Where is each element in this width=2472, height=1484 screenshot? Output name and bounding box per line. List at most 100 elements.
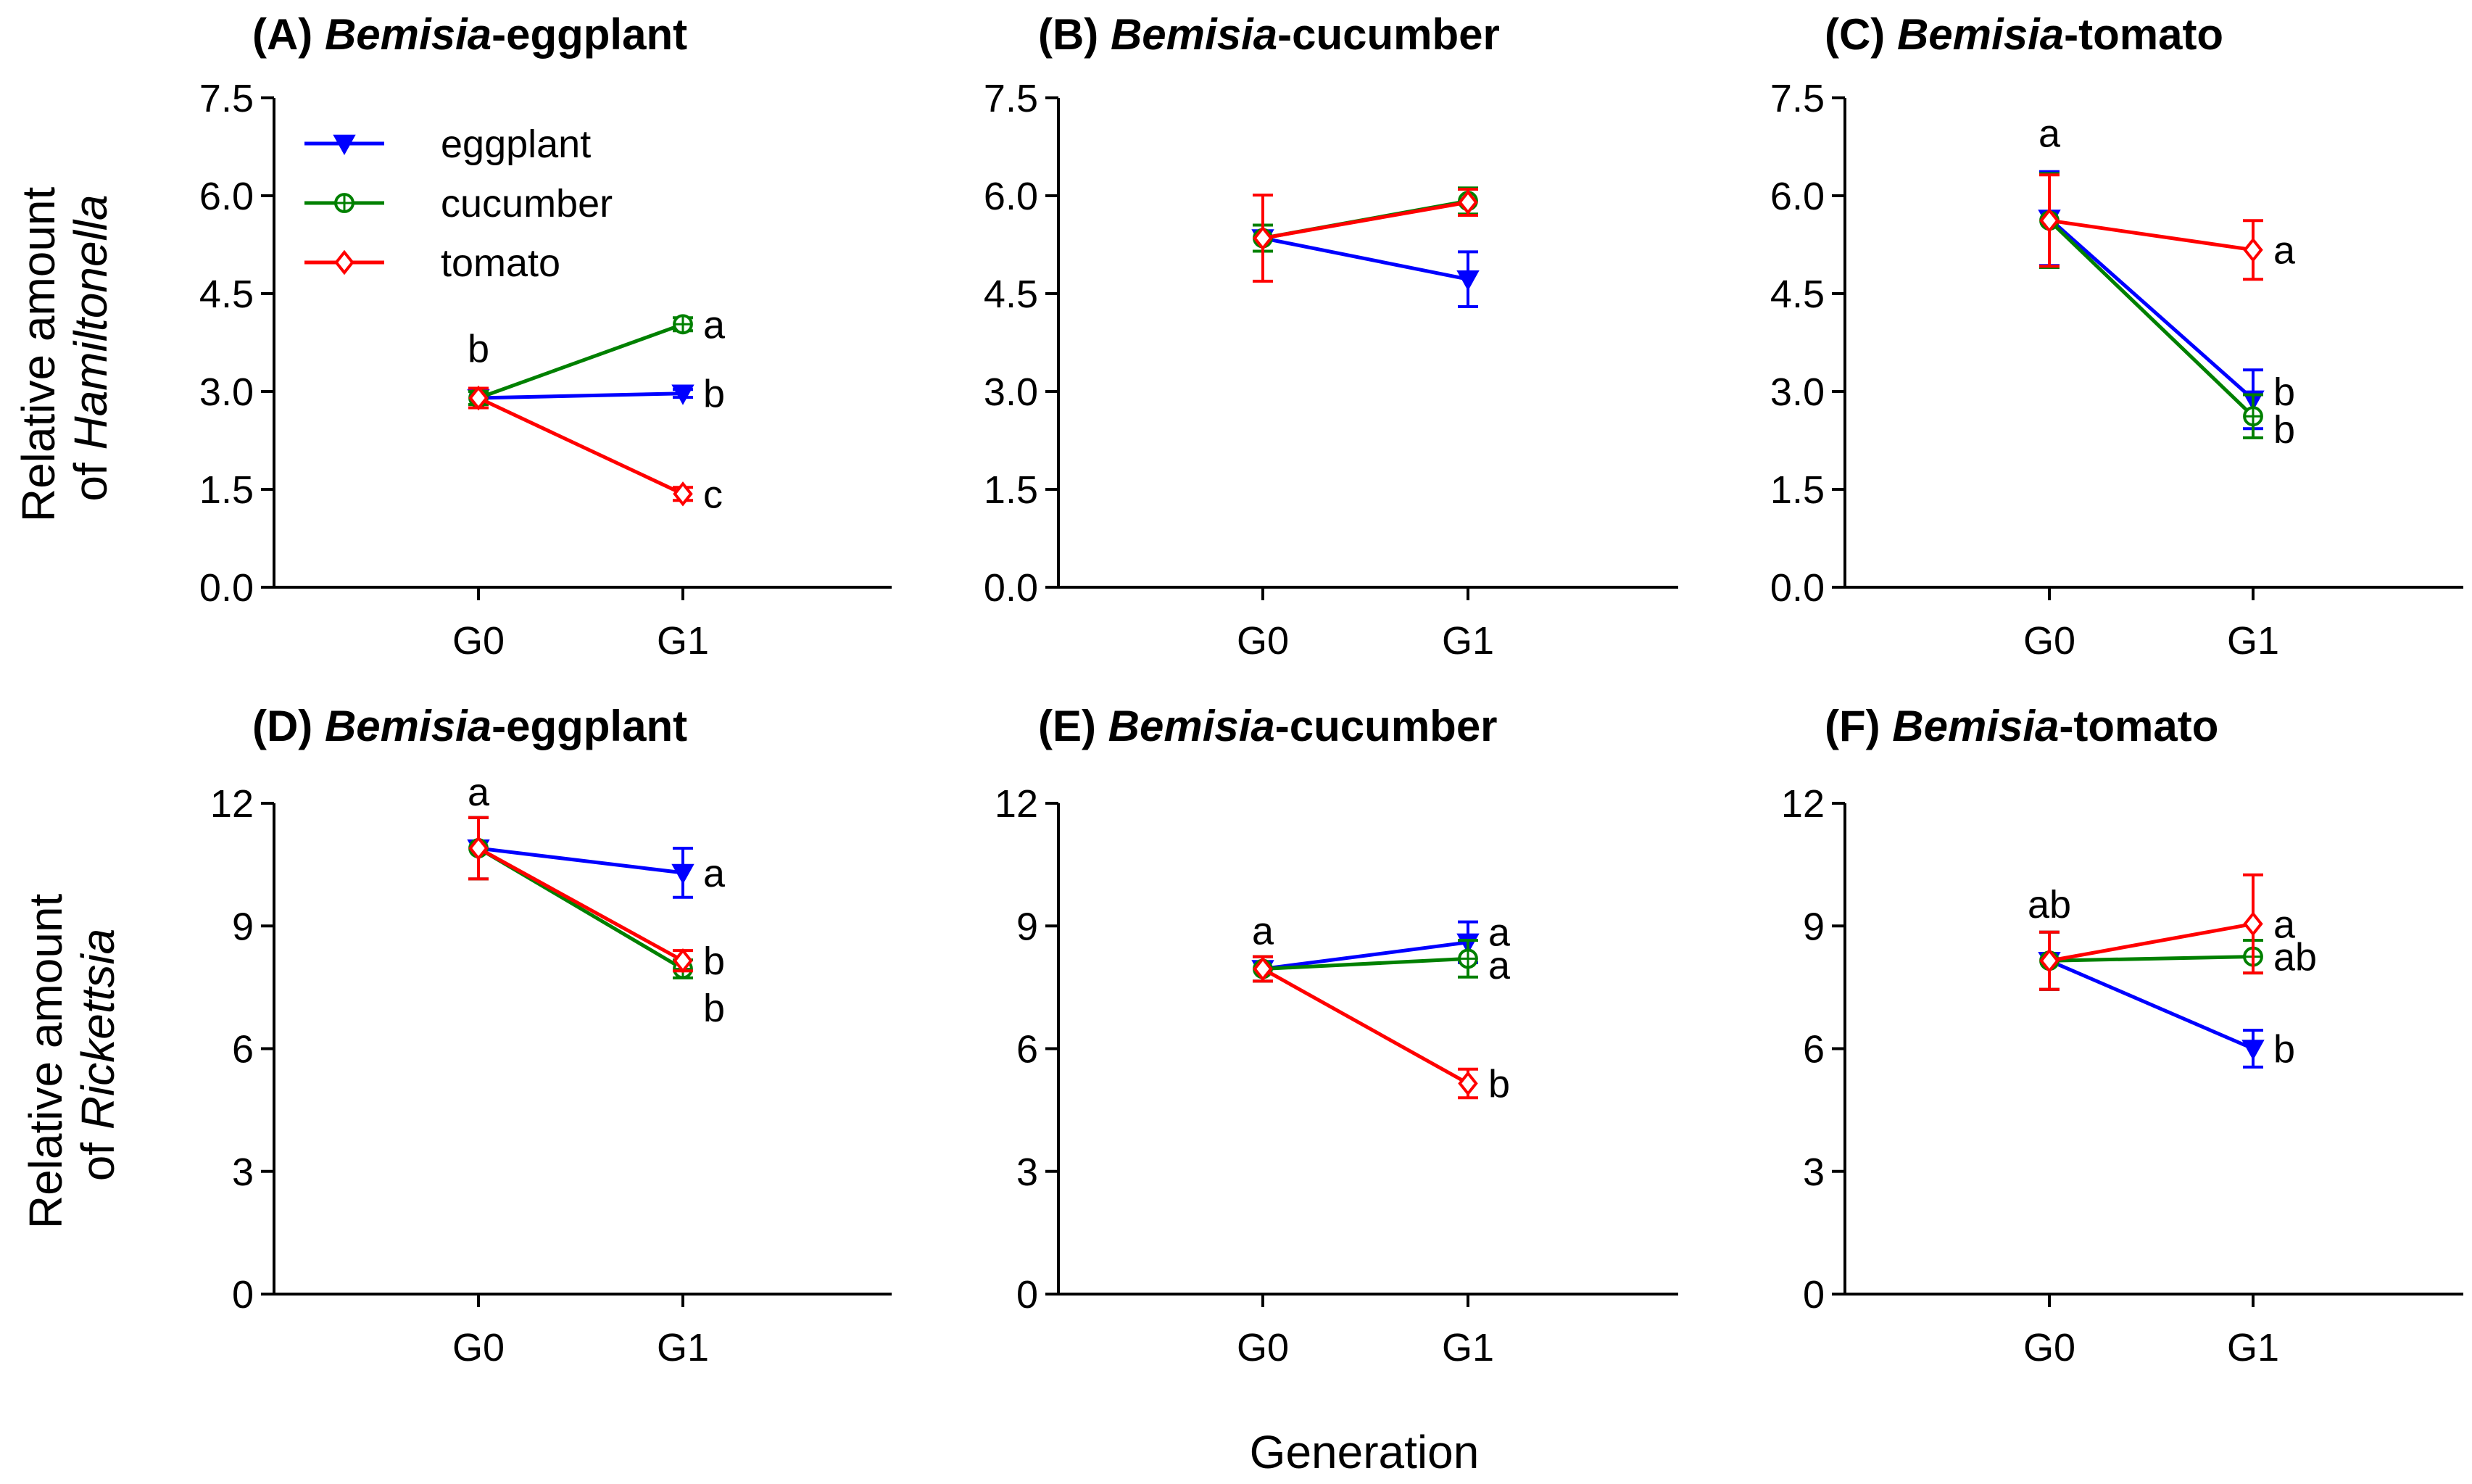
y-tick-label: 4.5 (1770, 273, 1825, 316)
significance-label: b (468, 328, 489, 371)
significance-label: a (2273, 229, 2296, 273)
ylabel-line1: Relative amount (20, 893, 72, 1229)
marker-diamond (468, 835, 489, 861)
chart-panel-c: (C) Bemisia-tomato 0.0 1.5 3.0 4.5 6.0 7.5 G0 G1… (1770, 10, 2463, 663)
panel-title-label: (B) (1038, 10, 1111, 59)
marker-cross (336, 194, 353, 212)
y-tick-label: 3 (1803, 1151, 1825, 1194)
significance-label: b (703, 940, 725, 983)
y-tick-label: 1.5 (199, 468, 254, 512)
y-tick-label: 1.5 (984, 468, 1038, 512)
panel-title-italic: Bemisia (1111, 10, 1277, 59)
y-tick-label: 6 (232, 1028, 254, 1071)
panel-title-italic: Bemisia (1897, 10, 2064, 59)
series-eggplant (2038, 930, 2265, 1069)
marker-cross (1459, 950, 1477, 968)
marker-triangle (1456, 270, 1480, 291)
ylabel-line2-prefix: of (65, 450, 117, 502)
panel-title-suffix: -cucumber (1277, 10, 1500, 59)
y-tick-label: 6 (1803, 1028, 1825, 1071)
series-cucumber (2039, 172, 2263, 439)
legend-label: cucumber (441, 182, 613, 225)
series-line (2049, 921, 2254, 963)
x-tick-label: G1 (1442, 1326, 1494, 1369)
panel-title-suffix: -eggplant (492, 702, 687, 750)
marker-triangle (2241, 1040, 2265, 1061)
y-tick-label: 12 (1781, 782, 1825, 826)
legend-label: eggplant (441, 123, 591, 166)
panel-title: (C) Bemisia-tomato (1825, 10, 2223, 59)
y-tick-label: 0 (1016, 1273, 1038, 1317)
ylabel-line1: Relative amount (12, 186, 65, 522)
y-tick-label: 4.5 (984, 273, 1038, 316)
panel-title-italic: Bemisia (1108, 702, 1275, 750)
y-tick-label: 4.5 (199, 273, 254, 316)
significance-label: a (1488, 944, 1511, 987)
y-tick-label: 1.5 (1770, 468, 1825, 512)
series-line (1262, 956, 1469, 971)
row-ylabel-rickettsia: Relative amount of Rickettsia (20, 881, 124, 1229)
panel-title-italic: Bemisia (325, 10, 492, 59)
panel-title-label: (A) (252, 10, 325, 59)
series-line (2049, 955, 2254, 963)
marker-diamond (673, 948, 693, 974)
y-tick-label: 3 (232, 1151, 254, 1194)
series-line (478, 846, 684, 875)
chart-panel-a: (A) Bemisia-eggplant 0.0 1.5 3.0 4.5 6.0 7.5 G0… (199, 10, 892, 663)
panel-title: (E) Bemisia-cucumber (1038, 702, 1498, 750)
series-tomato (468, 385, 693, 507)
panel-title: (D) Bemisia-eggplant (252, 702, 687, 750)
legend-item-tomato: tomato (304, 241, 560, 285)
significance-label: b (1488, 1062, 1510, 1106)
y-tick-label: 7.5 (1770, 77, 1825, 120)
marker-diamond (1458, 1071, 1478, 1096)
significance-label: b (2273, 370, 2295, 414)
y-tick-label: 0.0 (199, 566, 254, 610)
ylabel-line2-prefix: of (72, 1129, 124, 1181)
significance-label: b (2273, 1028, 2295, 1071)
x-tick-label: G1 (657, 619, 709, 663)
significance-label: a (703, 303, 726, 347)
marker-diamond (1253, 956, 1273, 982)
y-tick-label: 6.0 (984, 175, 1038, 218)
panels: (A) Bemisia-eggplant0.01.53.04.56.07.5G0… (199, 10, 2463, 1369)
marker-diamond (334, 249, 354, 275)
y-tick-label: 9 (232, 905, 254, 948)
y-tick-label: 12 (210, 782, 254, 826)
series-tomato (1253, 955, 1478, 1100)
series-cucumber (468, 816, 693, 979)
y-tick-label: 3 (1016, 1151, 1038, 1194)
marker-diamond (1253, 225, 1273, 251)
y-tick-label: 9 (1803, 905, 1825, 948)
y-tick-label: 7.5 (199, 77, 254, 120)
x-tick-label: G0 (2023, 1326, 2075, 1369)
y-tick-label: 3.0 (199, 370, 254, 414)
series-line (478, 322, 684, 400)
x-tick-label: G0 (1237, 1326, 1289, 1369)
panel-title-italic: Bemisia (325, 702, 492, 750)
marker-diamond (673, 481, 693, 507)
y-tick-label: 6 (1016, 1028, 1038, 1071)
significance-label: a (1488, 911, 1511, 955)
significance-label: a (468, 771, 490, 814)
ylabel-line2-italic: Hamiltonella (65, 194, 117, 449)
significance-label: b (2273, 408, 2295, 452)
x-tick-label: G1 (2227, 1326, 2279, 1369)
panel-title-suffix: -tomato (2059, 702, 2218, 750)
legend-item-cucumber: cucumber (304, 182, 613, 225)
y-tick-label: 0.0 (1770, 566, 1825, 610)
panel-title-label: (D) (252, 702, 325, 750)
series-line (2048, 217, 2255, 401)
panel-title-label: (F) (1825, 702, 1892, 750)
series-line (1262, 940, 1469, 971)
marker-cross (674, 315, 692, 333)
panel-title: (A) Bemisia-eggplant (252, 10, 687, 59)
series-tomato (2039, 873, 2263, 991)
chart-panel-d: (D) Bemisia-eggplant 0 3 6 9 12 G0 G1 a a bb (210, 702, 892, 1369)
legend-label: tomato (441, 241, 560, 285)
significance-label: ab (2028, 883, 2071, 927)
series-eggplant (1251, 920, 1480, 983)
marker-triangle (671, 863, 694, 884)
